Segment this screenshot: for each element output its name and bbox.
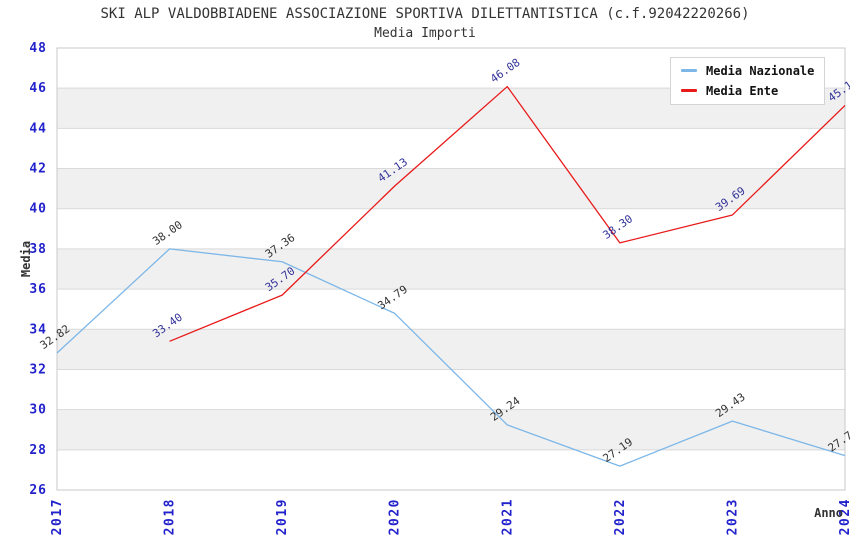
- data-label-media-nazionale: 38.00: [150, 218, 185, 248]
- y-tick-label: 30: [29, 403, 47, 418]
- y-tick-label: 32: [29, 362, 47, 377]
- x-tick-label: 2017: [50, 498, 65, 535]
- x-tick-label: 2019: [275, 498, 290, 535]
- x-tick-label: 2021: [500, 498, 515, 535]
- plot-band: [57, 168, 845, 209]
- x-tick-label: 2020: [388, 498, 403, 535]
- legend-item-media-ente: Media Ente: [681, 83, 814, 98]
- legend-item-media-nazionale: Media Nazionale: [681, 63, 814, 78]
- data-label-media-ente: 38.30: [601, 212, 636, 242]
- y-axis-title: Media: [19, 240, 33, 278]
- y-tick-label: 44: [29, 121, 47, 136]
- y-tick-label: 38: [29, 242, 47, 257]
- chart-title: SKI ALP VALDOBBIADENE ASSOCIAZIONE SPORT…: [100, 6, 750, 22]
- legend-label: Media Nazionale: [706, 63, 815, 78]
- plot-band: [57, 329, 845, 370]
- y-tick-label: 36: [29, 282, 47, 297]
- legend-swatch-red-line-icon: [681, 89, 697, 92]
- x-axis-title: Anno: [814, 506, 843, 520]
- data-label-media-ente: 46.08: [488, 56, 523, 86]
- legend: Media Nazionale Media Ente: [670, 57, 826, 105]
- chart-subtitle: Media Importi: [374, 26, 476, 41]
- x-tick-label: 2024: [838, 498, 850, 535]
- legend-swatch-blue-line-icon: [681, 69, 697, 72]
- x-tick-label: 2018: [163, 498, 178, 535]
- y-tick-label: 26: [29, 483, 47, 498]
- x-tick-label: 2022: [613, 498, 628, 535]
- y-tick-label: 46: [29, 81, 47, 96]
- y-tick-label: 48: [29, 41, 47, 56]
- plot-band: [57, 248, 845, 290]
- y-tick-label: 28: [29, 443, 47, 458]
- legend-label: Media Ente: [706, 83, 779, 98]
- y-tick-label: 34: [29, 322, 47, 337]
- plot-band: [57, 409, 845, 450]
- y-tick-label: 42: [29, 162, 47, 177]
- series-line-media-ente: [169, 85, 846, 342]
- plot-border: [56, 47, 846, 491]
- x-tick-label: 2023: [725, 498, 740, 535]
- series-line-media-nazionale: [56, 248, 846, 467]
- y-tick-label: 40: [29, 202, 47, 217]
